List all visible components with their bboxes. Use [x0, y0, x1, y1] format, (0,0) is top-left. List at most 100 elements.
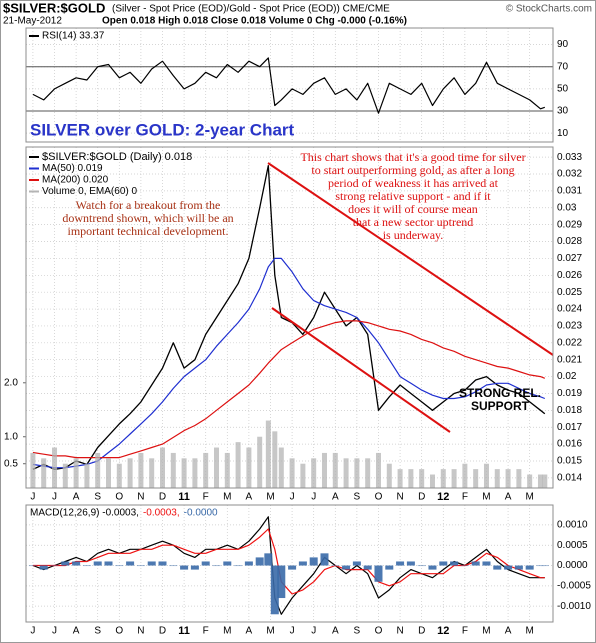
y-tick-label: 10: [557, 128, 569, 139]
annotation: This chart shows that it's a good time f…: [300, 150, 525, 164]
annotation: that a new sector uptrend: [353, 215, 474, 229]
histogram-bar: [270, 565, 279, 615]
histogram-bar: [320, 553, 329, 566]
annotation: Watch for a breakout from the: [76, 198, 221, 212]
histogram-bar: [136, 565, 145, 567]
x-tick-label: O: [375, 492, 383, 503]
x-tick-label: N: [396, 626, 403, 637]
x-tick-label: 11: [178, 625, 190, 637]
volume-bar: [483, 463, 489, 488]
x-tick-label: O: [115, 492, 123, 503]
histogram-bar: [212, 565, 221, 567]
volume-bar: [408, 469, 414, 488]
x-tick-label: F: [462, 492, 468, 503]
y-tick-label: 0.023: [557, 321, 582, 332]
volume-bar: [440, 469, 446, 488]
volume-bar: [429, 474, 435, 488]
histogram-bar: [201, 561, 210, 566]
volume-bar: [542, 474, 548, 488]
volume-bar: [321, 452, 327, 488]
y-tick-label: 50: [557, 84, 569, 95]
x-tick-label: M: [526, 492, 534, 503]
histogram-bar: [406, 561, 415, 566]
volume-bar: [537, 474, 543, 488]
x-tick-label: S: [94, 626, 101, 637]
annotation: SUPPORT: [471, 399, 530, 413]
ohlc: Open 0.018 High 0.018 Close 0.018 Volume…: [102, 16, 407, 27]
x-tick-label: M: [266, 626, 274, 637]
x-tick-label: A: [73, 626, 80, 637]
volume-bar: [462, 463, 468, 488]
histogram-bar: [450, 561, 459, 566]
volume-bar: [278, 447, 284, 488]
x-tick-label: 11: [178, 491, 190, 503]
legend-entry: $SILVER:$GOLD (Daily) 0.018: [42, 151, 192, 163]
x-tick-label: M: [482, 626, 490, 637]
x-tick-label: 12: [437, 625, 449, 637]
histogram-bar: [104, 561, 113, 566]
volume-bar: [375, 452, 381, 488]
x-tick-label: D: [159, 492, 166, 503]
volume-bar: [203, 452, 209, 488]
histogram-bar: [158, 561, 167, 566]
x-tick-label: A: [246, 626, 253, 637]
volume-bar: [419, 469, 425, 488]
x-tick-label: M: [266, 492, 274, 503]
histogram-bar: [514, 565, 523, 570]
x-tick-label: M: [526, 626, 534, 637]
legend-entry: MA(50) 0.019: [42, 163, 103, 174]
volume-bar: [289, 458, 295, 488]
x-tick-label: O: [375, 626, 383, 637]
series-line: [32, 257, 546, 469]
histogram-bar: [82, 565, 91, 567]
volume-bar: [505, 469, 511, 488]
y-tick-label: 0.033: [557, 152, 582, 163]
histogram-bar: [385, 565, 394, 570]
histogram-bar: [264, 553, 273, 566]
x-tick-label: M: [223, 492, 231, 503]
x-tick-label: J: [52, 626, 57, 637]
panel-frame: [25, 504, 554, 623]
y-tick-label: 0.028: [557, 236, 582, 247]
histogram-bar: [244, 561, 253, 566]
y-tick-label: 30: [557, 106, 569, 117]
volume-bar: [138, 452, 144, 488]
histogram-bar: [417, 565, 426, 567]
volume-bar: [116, 463, 122, 488]
histogram-bar: [540, 565, 549, 567]
volume-bar: [494, 469, 500, 488]
x-tick-label: J: [290, 626, 295, 637]
histogram-bar: [190, 565, 199, 570]
x-tick-label: D: [418, 492, 425, 503]
volume-bar: [246, 447, 252, 488]
x-tick-label: M: [482, 492, 490, 503]
x-tick-label: A: [332, 492, 339, 503]
x-tick-label: N: [137, 492, 144, 503]
x-tick-label: A: [246, 492, 253, 503]
volume-bar: [160, 447, 166, 488]
volume-bar: [343, 458, 349, 488]
y-tick-label: 0.021: [557, 354, 582, 365]
volume-bar: [95, 452, 101, 488]
panel-frame: [25, 146, 554, 489]
x-tick-label: D: [159, 626, 166, 637]
x-tick-label: J: [30, 492, 35, 503]
legend-entry: -0.0003,: [143, 508, 180, 519]
histogram-bar: [482, 561, 491, 566]
x-tick-label: O: [115, 626, 123, 637]
volume-bar: [527, 474, 533, 488]
x-tick-label: S: [94, 492, 101, 503]
histogram-bar: [460, 565, 469, 567]
label-layer: 10 30 50 70 90 RSI(14) 33.37 J J A S O N D 11 F M A M J J A S…: [4, 27, 591, 637]
y-tick-label: 0.015: [557, 456, 582, 467]
histogram-bar: [363, 565, 372, 570]
series-line: [32, 320, 546, 459]
y-tick-label: 0.018: [557, 405, 582, 416]
volume-bar: [451, 469, 457, 488]
y-tick-label: 0.0005: [557, 540, 588, 551]
y-tick-label: 0.019: [557, 388, 582, 399]
volume-bar: [62, 463, 68, 488]
y-tick-label: 0.02: [557, 371, 577, 382]
x-tick-label: J: [311, 492, 316, 503]
